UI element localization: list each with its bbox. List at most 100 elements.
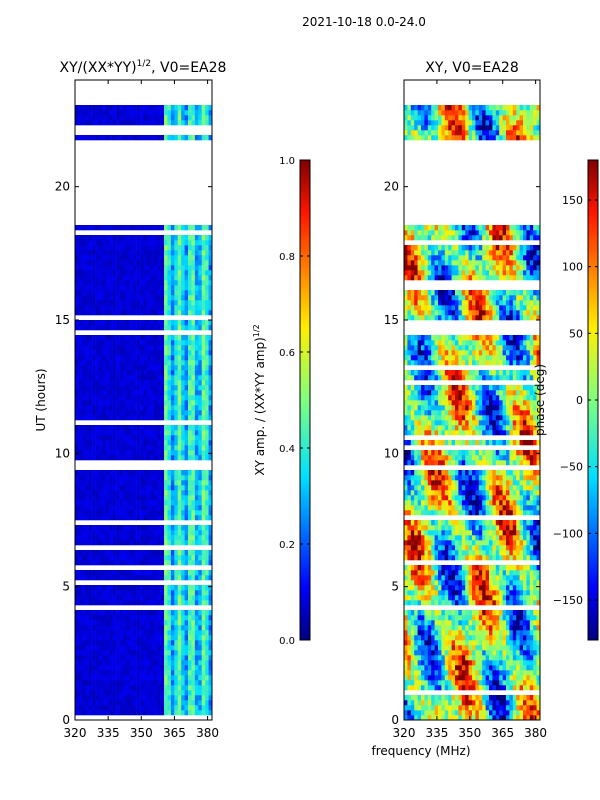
heatmap-cell: [404, 570, 408, 576]
heatmap-cell: [194, 700, 199, 706]
heatmap-cell: [157, 250, 161, 256]
heatmap-cell: [410, 650, 415, 656]
heatmap-cell: [188, 245, 192, 251]
heatmap-cell: [455, 600, 459, 606]
heatmap-cell: [75, 555, 79, 561]
heatmap-cell: [116, 335, 120, 341]
heatmap-cell: [414, 570, 418, 576]
heatmap-cell: [198, 490, 203, 496]
heatmap-cell: [184, 255, 189, 261]
heatmap-cell: [208, 250, 213, 256]
heatmap-cell: [133, 665, 137, 671]
heatmap-cell: [414, 565, 418, 571]
heatmap-cell: [461, 595, 466, 601]
heatmap-cell: [85, 450, 89, 456]
heatmap-cell: [424, 665, 429, 671]
heatmap-cell: [485, 680, 490, 686]
heatmap-cell: [208, 240, 213, 246]
heatmap-cell: [499, 590, 503, 596]
heatmap-cell: [174, 635, 179, 641]
heatmap-cell: [146, 235, 151, 241]
heatmap-cell: [75, 620, 79, 626]
heatmap-cell: [109, 250, 113, 256]
heatmap-cell: [150, 470, 155, 476]
heatmap-cell: [499, 660, 503, 666]
heatmap-cell: [458, 670, 463, 676]
heatmap-cell: [153, 490, 158, 496]
heatmap-cell: [512, 655, 517, 661]
heatmap-cell: [194, 415, 199, 421]
heatmap-cell: [95, 645, 100, 651]
heatmap-cell: [208, 255, 213, 261]
heatmap-cell: [414, 625, 418, 631]
heatmap-cell: [98, 390, 103, 396]
heatmap-cell: [526, 645, 531, 651]
heatmap-cell: [109, 235, 113, 241]
heatmap-cell: [98, 600, 103, 606]
heatmap-cell: [157, 385, 161, 391]
heatmap-cell: [88, 385, 93, 391]
heatmap-cell: [102, 120, 107, 126]
heatmap-cell: [478, 600, 483, 606]
heatmap-cell: [427, 575, 432, 581]
heatmap-cell: [448, 640, 452, 646]
heatmap-cell: [516, 585, 520, 591]
heatmap-cell: [122, 640, 127, 646]
heatmap-cell: [157, 395, 161, 401]
heatmap-cell: [191, 250, 196, 256]
heatmap-cell: [81, 630, 86, 636]
heatmap-cell: [88, 615, 93, 621]
heatmap-cell: [160, 670, 165, 676]
heatmap-cell: [472, 565, 476, 571]
heatmap-cell: [174, 410, 179, 416]
heatmap-cell: [438, 610, 442, 616]
heatmap-cell: [205, 320, 209, 326]
heatmap-cell: [468, 705, 473, 711]
heatmap-cell: [191, 300, 196, 306]
heatmap-cell: [105, 270, 110, 276]
heatmap-cell: [174, 245, 179, 251]
heatmap-cell: [119, 275, 124, 281]
heatmap-cell: [188, 425, 192, 431]
heatmap-cell: [506, 645, 510, 651]
heatmap-cell: [92, 685, 96, 691]
heatmap-cell: [112, 540, 117, 546]
heatmap-cell: [499, 650, 503, 656]
heatmap-cell: [205, 115, 209, 121]
heatmap-cell: [208, 435, 213, 441]
heatmap-cell: [164, 280, 168, 286]
heatmap-cell: [502, 675, 507, 681]
heatmap-cell: [438, 635, 442, 641]
heatmap-cell: [153, 240, 158, 246]
heatmap-cell: [129, 455, 134, 461]
heatmap-cell: [533, 600, 537, 606]
heatmap-cell: [468, 575, 473, 581]
heatmap-cell: [146, 555, 151, 561]
heatmap-cell: [81, 470, 86, 476]
heatmap-cell: [153, 440, 158, 446]
heatmap-cell: [133, 540, 137, 546]
heatmap-cell: [92, 120, 96, 126]
heatmap-cell: [119, 510, 124, 516]
heatmap-cell: [126, 540, 131, 546]
heatmap-cell: [98, 690, 103, 696]
heatmap-cell: [160, 435, 165, 441]
heatmap-cell: [112, 295, 117, 301]
heatmap-cell: [95, 680, 100, 686]
heatmap-cell: [170, 700, 175, 706]
heatmap-cell: [174, 505, 179, 511]
heatmap-cell: [188, 555, 192, 561]
heatmap-cell: [465, 580, 469, 586]
heatmap-cell: [122, 650, 127, 656]
heatmap-cell: [109, 335, 113, 341]
heatmap-cell: [184, 370, 189, 376]
heatmap-cell: [489, 710, 493, 716]
heatmap-cell: [170, 635, 175, 641]
heatmap-cell: [167, 680, 172, 686]
heatmap-cell: [170, 505, 175, 511]
heatmap-cell: [434, 705, 439, 711]
heatmap-cell: [119, 340, 124, 346]
heatmap-cell: [140, 700, 144, 706]
heatmap-cell: [102, 365, 107, 371]
